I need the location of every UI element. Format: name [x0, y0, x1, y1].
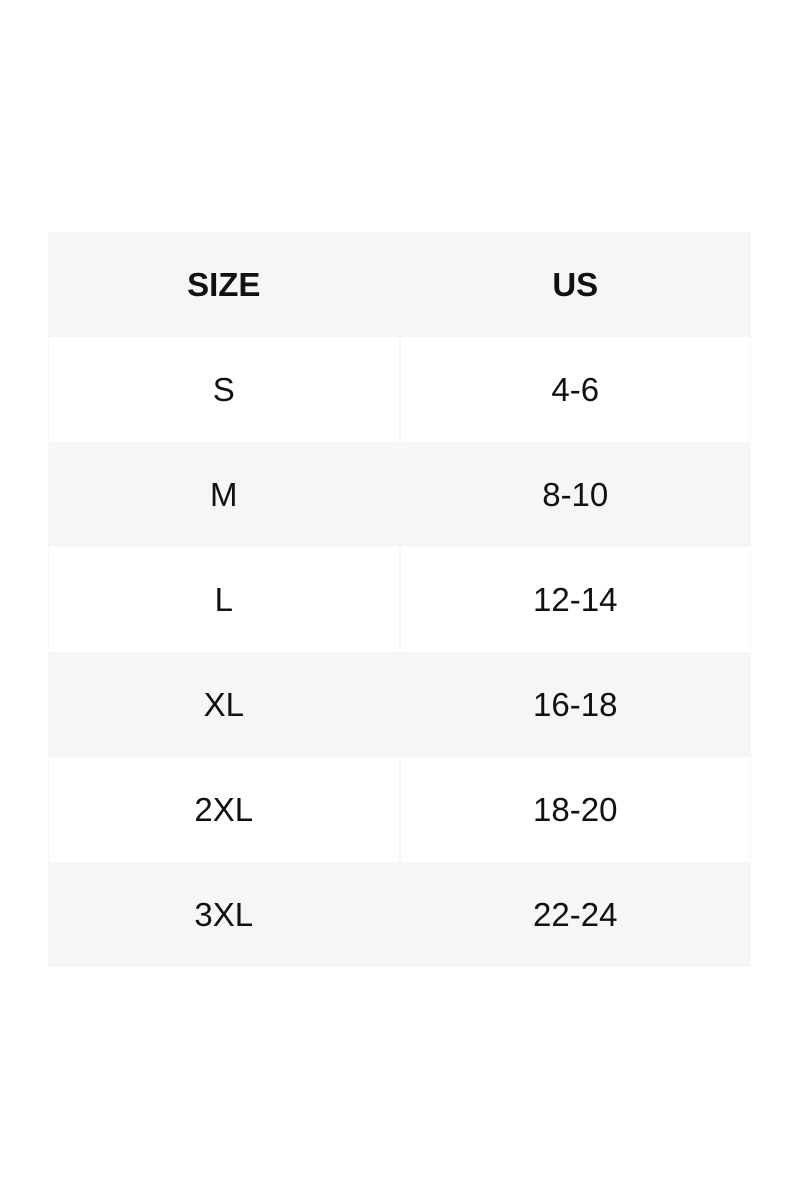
size-chart-table: SIZE US S 4-6 M 8-10 L 12-14 XL 16-18 2XL 18-20 3X… — [48, 232, 751, 967]
us-size-cell: 18-20 — [400, 757, 750, 862]
us-size-cell: 16-18 — [533, 685, 618, 723]
header-size: SIZE — [187, 265, 261, 303]
table-row: XL 16-18 — [48, 652, 751, 757]
size-cell: S — [49, 337, 399, 442]
size-cell: 3XL — [194, 895, 254, 933]
table-row: L 12-14 — [48, 547, 751, 652]
table-header-row: SIZE US — [48, 232, 751, 337]
size-cell: L — [49, 547, 399, 652]
us-size-cell: 12-14 — [400, 547, 750, 652]
us-size-cell: 8-10 — [542, 475, 609, 513]
size-cell: M — [210, 475, 238, 513]
size-cell: 2XL — [49, 757, 399, 862]
us-size-cell: 22-24 — [533, 895, 618, 933]
us-size-cell: 4-6 — [400, 337, 750, 442]
size-cell: XL — [203, 685, 244, 723]
header-us: US — [552, 265, 599, 303]
table-row: M 8-10 — [48, 442, 751, 547]
table-row: 3XL 22-24 — [48, 862, 751, 967]
table-row: S 4-6 — [48, 337, 751, 442]
table-row: 2XL 18-20 — [48, 757, 751, 862]
